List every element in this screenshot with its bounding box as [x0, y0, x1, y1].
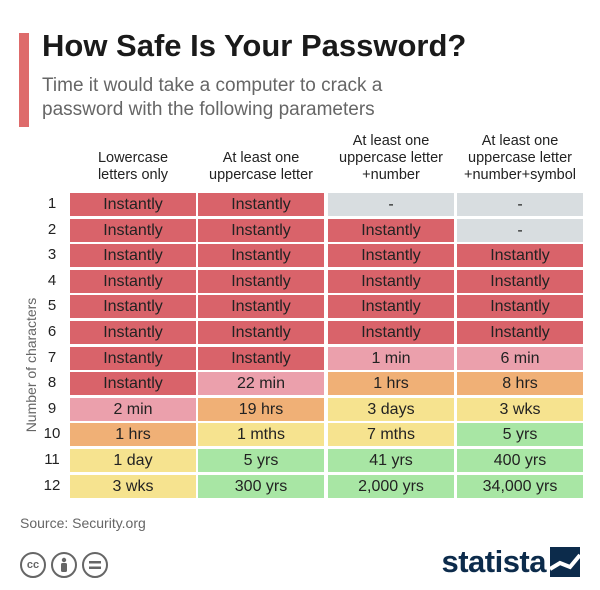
- table-cell: 400 yrs: [457, 449, 583, 472]
- table-cell: 1 hrs: [70, 423, 196, 446]
- license-icons: cc: [20, 552, 108, 578]
- row-label: 1: [47, 195, 57, 212]
- table-cell: Instantly: [457, 321, 583, 344]
- table-cell: 3 wks: [70, 475, 196, 498]
- table-cell: 1 hrs: [328, 372, 454, 395]
- table-cell: Instantly: [198, 347, 324, 370]
- table-cell: 2 min: [70, 398, 196, 421]
- table-cell: 8 hrs: [457, 372, 583, 395]
- table-cell: Instantly: [70, 295, 196, 318]
- column-header-line: Lowercase: [97, 150, 169, 166]
- column-header-line: +number+symbol: [463, 167, 577, 183]
- row-label: 6: [47, 323, 57, 340]
- row-label: 12: [43, 477, 61, 494]
- table-cell: 2,000 yrs: [328, 475, 454, 498]
- table-cell: Instantly: [70, 270, 196, 293]
- chart-title: How Safe Is Your Password?: [42, 28, 467, 63]
- table-cell: Instantly: [70, 219, 196, 242]
- row-label: 7: [47, 349, 57, 366]
- table-cell: Instantly: [198, 219, 324, 242]
- table-cell: 6 min: [457, 347, 583, 370]
- column-header: Lowercase letters only: [70, 150, 196, 184]
- table-cell: 19 hrs: [198, 398, 324, 421]
- column-header-line: uppercase letter: [339, 150, 443, 166]
- row-label: 11: [44, 451, 60, 468]
- table-cell: -: [328, 193, 454, 216]
- row-label: 8: [47, 374, 57, 391]
- column-header: At least one uppercase letter +number: [328, 133, 454, 184]
- table-cell: 41 yrs: [328, 449, 454, 472]
- title-accent-bar: [19, 33, 29, 127]
- column-header-line: uppercase letter: [468, 150, 572, 166]
- table-cell: Instantly: [328, 219, 454, 242]
- table-cell: 22 min: [198, 372, 324, 395]
- table-cell: 5 yrs: [457, 423, 583, 446]
- column-header: At least one uppercase letter: [198, 150, 324, 184]
- row-label: 10: [43, 425, 61, 442]
- column-header-line: uppercase letter: [209, 167, 313, 183]
- attribution-icon: [51, 552, 77, 578]
- table-cell: 3 days: [328, 398, 454, 421]
- table-cell: -: [457, 193, 583, 216]
- table-cell: Instantly: [457, 244, 583, 267]
- statista-logo: statista: [441, 544, 580, 580]
- table-cell: 7 mths: [328, 423, 454, 446]
- column-header-line: +number: [362, 167, 420, 183]
- column-header-line: At least one: [481, 133, 559, 149]
- table-cell: 300 yrs: [198, 475, 324, 498]
- table-cell: Instantly: [328, 295, 454, 318]
- table-cell: Instantly: [198, 321, 324, 344]
- table-cell: Instantly: [70, 244, 196, 267]
- table-cell: -: [457, 219, 583, 242]
- brand-name: statista: [441, 544, 546, 579]
- column-header-line: letters only: [97, 167, 169, 183]
- row-label: 9: [47, 400, 57, 417]
- table-cell: Instantly: [198, 193, 324, 216]
- table-cell: Instantly: [457, 270, 583, 293]
- row-label: 4: [47, 272, 57, 289]
- y-axis-label: Number of characters: [23, 297, 39, 433]
- table-cell: Instantly: [328, 321, 454, 344]
- table-cell: Instantly: [70, 321, 196, 344]
- table-cell: 1 day: [70, 449, 196, 472]
- table-cell: Instantly: [328, 244, 454, 267]
- row-label: 2: [47, 221, 57, 238]
- cc-icon: cc: [20, 552, 46, 578]
- table-cell: Instantly: [328, 270, 454, 293]
- row-label: 5: [47, 297, 57, 314]
- table-cell: Instantly: [198, 295, 324, 318]
- source-note: Source: Security.org: [20, 515, 146, 531]
- column-header-line: At least one: [222, 150, 300, 166]
- column-header-line: At least one: [352, 133, 430, 149]
- table-cell: 1 mths: [198, 423, 324, 446]
- table-cell: Instantly: [70, 347, 196, 370]
- table-cell: 1 min: [328, 347, 454, 370]
- table-cell: Instantly: [198, 244, 324, 267]
- column-header: At least one uppercase letter +number+symb…: [457, 133, 583, 184]
- statista-mark-icon: [550, 547, 580, 577]
- row-label: 3: [47, 246, 57, 263]
- table-cell: Instantly: [198, 270, 324, 293]
- table-cell: 3 wks: [457, 398, 583, 421]
- table-cell: 34,000 yrs: [457, 475, 583, 498]
- table-cell: Instantly: [457, 295, 583, 318]
- chart-subtitle: Time it would take a computer to crack a…: [42, 75, 383, 120]
- table-cell: Instantly: [70, 372, 196, 395]
- table-cell: Instantly: [70, 193, 196, 216]
- table-cell: 5 yrs: [198, 449, 324, 472]
- no-derivatives-icon: [82, 552, 108, 578]
